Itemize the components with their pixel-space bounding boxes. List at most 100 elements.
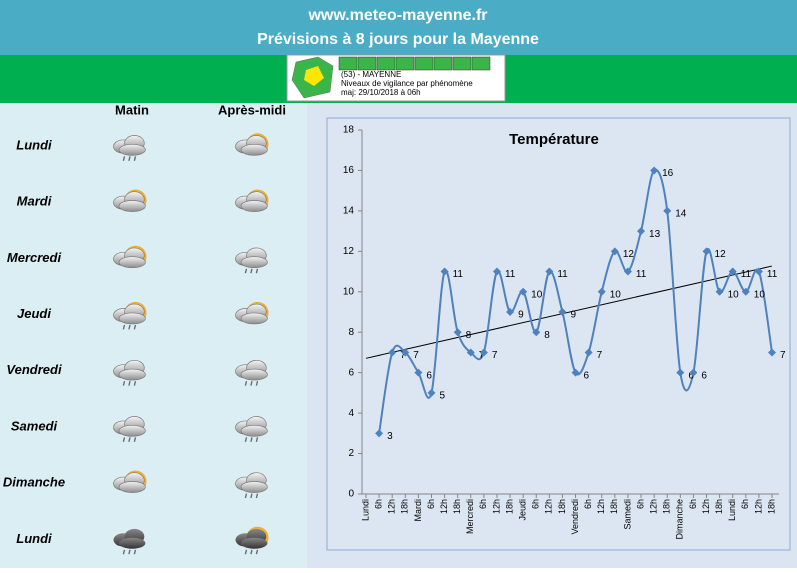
point-marker <box>571 368 580 377</box>
vigilance-department: (53) - MAYENNE <box>341 70 401 79</box>
y-tick-label: 8 <box>348 327 354 338</box>
x-tick-label: 6h <box>688 499 698 509</box>
point-marker <box>754 267 763 276</box>
point-marker <box>545 267 554 276</box>
point-marker <box>637 227 646 236</box>
value-label: 8 <box>466 330 472 341</box>
x-tick-label: 6h <box>426 499 436 509</box>
day-label: Samedi <box>11 418 58 433</box>
y-tick-label: 18 <box>343 125 355 136</box>
point-marker <box>768 348 776 357</box>
day-label: Mardi <box>17 194 52 209</box>
day-label: Lundi <box>16 137 52 152</box>
value-label: 10 <box>728 289 740 300</box>
value-label: 9 <box>570 310 576 321</box>
value-label: 11 <box>767 269 778 280</box>
chart-frame <box>326 117 791 551</box>
value-label: 11 <box>557 269 568 280</box>
value-label: 11 <box>505 269 516 280</box>
x-tick-label: 6h <box>583 499 593 509</box>
value-label: 11 <box>741 269 752 280</box>
column-heading: Matin <box>115 102 149 117</box>
day-label: Vendredi <box>6 362 62 377</box>
vigilance-icons <box>338 56 491 71</box>
y-tick-label: 2 <box>348 448 354 459</box>
x-tick-label: Mercredi <box>465 499 475 534</box>
forecast-panel <box>0 103 307 568</box>
page-subtitle: Prévisions à 8 jours pour la Mayenne <box>257 31 539 48</box>
x-tick-label: Vendredi <box>570 499 580 535</box>
point-marker <box>427 388 436 397</box>
x-tick-label: 6h <box>635 499 645 509</box>
value-label: 12 <box>623 249 635 260</box>
x-tick-label: 18h <box>504 499 514 514</box>
value-label: 7 <box>780 350 786 361</box>
x-tick-label: 12h <box>701 499 711 514</box>
x-tick-label: 18h <box>400 499 410 514</box>
y-tick-label: 4 <box>348 408 354 419</box>
point-marker <box>466 348 475 357</box>
chart-title: Température <box>509 131 599 148</box>
trend-line <box>365 265 773 359</box>
value-label: 7 <box>492 350 498 361</box>
value-label: 11 <box>636 269 647 280</box>
day-label: Lundi <box>16 531 52 546</box>
day-label: Dimanche <box>3 475 65 490</box>
point-marker <box>689 368 698 377</box>
x-tick-label: 6h <box>740 499 750 509</box>
x-tick-label: Lundi <box>360 499 370 521</box>
vigilance-description: Niveaux de vigilance par phénomène <box>341 79 473 88</box>
y-tick-label: 14 <box>343 206 355 217</box>
x-tick-label: 18h <box>662 499 672 514</box>
value-label: 6 <box>688 370 694 381</box>
point-marker <box>453 328 462 337</box>
day-label: Jeudi <box>17 306 51 321</box>
x-tick-label: 18h <box>452 499 462 514</box>
value-label: 12 <box>715 249 727 260</box>
y-tick-label: 6 <box>348 367 354 378</box>
column-heading: Après-midi <box>218 102 286 117</box>
value-label: 5 <box>439 391 445 402</box>
point-marker <box>715 287 724 296</box>
point-marker <box>650 166 659 175</box>
point-marker <box>519 287 528 296</box>
value-label: 6 <box>584 370 590 381</box>
x-tick-label: 18h <box>609 499 619 514</box>
value-label: 8 <box>544 330 550 341</box>
x-tick-label: Samedi <box>622 499 632 530</box>
vigilance-updated: maj: 29/10/2018 à 06h <box>341 88 421 97</box>
point-marker <box>479 348 488 357</box>
x-tick-label: 12h <box>596 499 606 514</box>
value-label: 13 <box>649 229 661 240</box>
x-tick-label: 12h <box>439 499 449 514</box>
header-bar <box>0 0 797 55</box>
value-label: 14 <box>675 209 687 220</box>
y-tick-label: 10 <box>343 286 355 297</box>
site-title: www.meteo-mayenne.fr <box>307 7 487 24</box>
vigilance-map-zone <box>304 66 324 86</box>
point-marker <box>401 348 410 357</box>
x-tick-label: 12h <box>544 499 554 514</box>
x-tick-label: 18h <box>766 499 776 514</box>
value-label: 16 <box>662 168 674 179</box>
value-label: 10 <box>754 289 766 300</box>
x-tick-label: 18h <box>714 499 724 514</box>
value-label: 10 <box>531 289 543 300</box>
point-marker <box>584 348 593 357</box>
point-marker <box>741 287 750 296</box>
value-label: 7 <box>479 350 485 361</box>
point-marker <box>375 429 384 438</box>
x-tick-label: Lundi <box>727 499 737 521</box>
point-marker <box>728 267 737 276</box>
y-tick-label: 12 <box>343 246 355 257</box>
point-marker <box>597 287 606 296</box>
value-label: 10 <box>610 289 622 300</box>
value-label: 3 <box>387 431 393 442</box>
value-label: 11 <box>453 269 464 280</box>
point-marker <box>610 247 619 256</box>
point-marker <box>506 308 515 316</box>
x-tick-label: Dimanche <box>675 499 685 540</box>
y-tick-label: 0 <box>348 489 354 500</box>
y-tick-label: 16 <box>343 165 355 176</box>
